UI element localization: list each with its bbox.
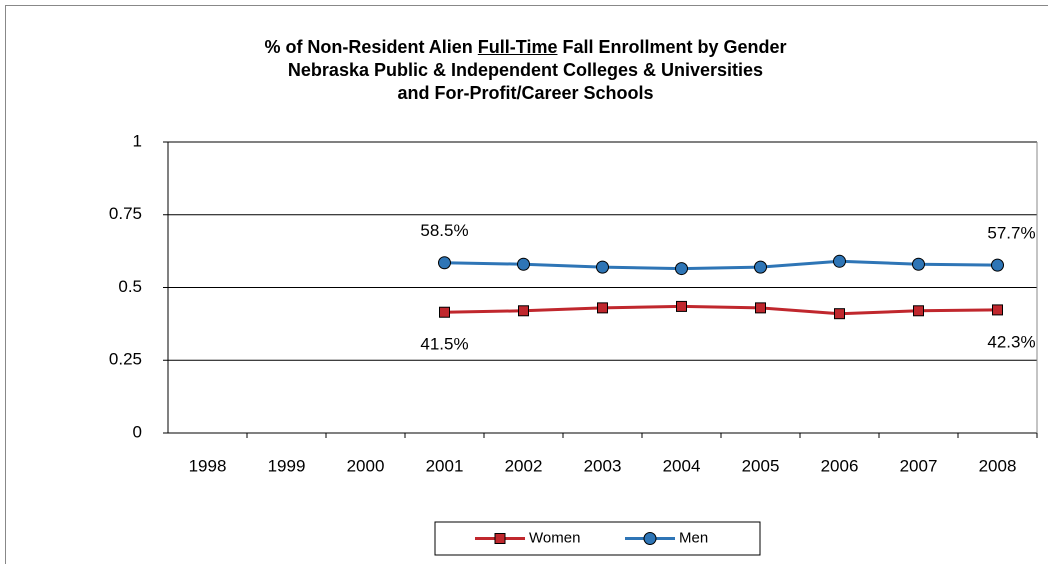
title-part: % of Non-Resident Alien	[264, 37, 473, 57]
x-tick-label: 2006	[821, 456, 859, 475]
y-tick-label: 0	[133, 422, 142, 441]
x-tick-label: 2002	[505, 456, 543, 475]
x-tick-label: 2001	[426, 456, 464, 475]
legend-marker	[494, 533, 506, 544]
x-tick-label: 2004	[663, 456, 701, 475]
x-tick-label: 1998	[189, 456, 227, 475]
title-part: Fall Enrollment by Gender	[562, 37, 787, 57]
marker	[833, 254, 846, 268]
series-line	[444, 259, 998, 271]
data-label: 57.7%	[987, 224, 1035, 243]
marker	[676, 300, 687, 312]
marker	[596, 260, 609, 274]
x-tick-label: 2008	[979, 456, 1017, 475]
title-line: and For-Profit/Career Schools	[397, 83, 654, 103]
x-tick-label: 2003	[584, 456, 622, 475]
legend-marker	[643, 532, 657, 545]
marker	[992, 304, 1003, 316]
marker	[438, 256, 451, 270]
title-line: Nebraska Public & Independent Colleges &…	[287, 60, 764, 80]
y-tick-label: 0.75	[109, 204, 142, 223]
data-label: 42.3%	[987, 332, 1035, 351]
marker	[991, 258, 1004, 272]
x-tick-label: 2000	[347, 456, 385, 475]
marker	[913, 305, 924, 317]
marker	[517, 257, 530, 271]
title-part: Full-Time	[477, 37, 558, 57]
y-tick-label: 1	[133, 131, 142, 150]
legend-label: Women	[529, 529, 580, 546]
marker	[834, 308, 845, 320]
series-line	[444, 304, 998, 316]
y-tick-label: 0.25	[109, 350, 142, 369]
legend-label: Men	[679, 529, 708, 546]
marker	[754, 260, 767, 274]
data-label: 58.5%	[420, 221, 468, 240]
title-line: % of Non-Resident Alien Full-Time Fall E…	[0, 36, 1051, 59]
marker	[439, 306, 450, 318]
x-tick-label: 2005	[742, 456, 780, 475]
data-label: 41.5%	[420, 335, 468, 354]
chart-title: % of Non-Resident Alien Full-Time Fall E…	[0, 36, 1051, 105]
marker	[912, 257, 925, 271]
chart-border	[5, 5, 1048, 564]
marker	[755, 302, 766, 314]
marker	[597, 302, 608, 314]
x-tick-label: 1999	[268, 456, 306, 475]
x-tick-label: 2007	[900, 456, 938, 475]
marker	[675, 262, 688, 276]
y-tick-label: 0.5	[118, 277, 142, 296]
marker	[518, 305, 529, 317]
